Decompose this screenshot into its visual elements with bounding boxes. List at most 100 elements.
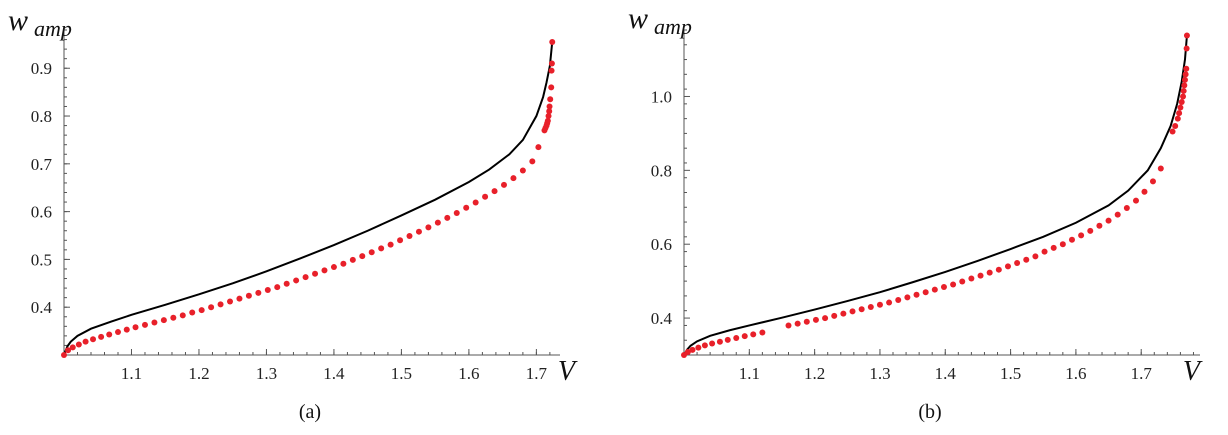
x-tick-label: 1.1	[121, 364, 142, 383]
data-point	[812, 316, 819, 323]
data-point	[368, 249, 375, 256]
data-point	[1023, 256, 1030, 263]
y-axis-label: w	[8, 4, 28, 37]
data-point	[741, 333, 748, 340]
data-point	[535, 144, 542, 151]
x-tick-label: 1.6	[1065, 364, 1086, 383]
data-point	[1096, 222, 1103, 229]
data-point	[75, 341, 82, 348]
data-point	[359, 253, 366, 260]
data-point	[548, 84, 555, 91]
data-point	[995, 266, 1002, 273]
data-point	[500, 181, 507, 188]
data-point	[69, 344, 76, 351]
data-point	[840, 310, 847, 317]
data-point	[415, 228, 422, 235]
data-point	[106, 331, 113, 338]
data-point	[716, 338, 723, 345]
data-point	[519, 167, 526, 174]
y-tick-label: 0.5	[31, 250, 52, 269]
data-point	[1182, 71, 1189, 78]
data-point	[302, 274, 309, 281]
x-axis-label: V	[558, 356, 578, 387]
data-point	[1105, 217, 1112, 224]
data-point	[931, 286, 938, 293]
data-point	[189, 309, 196, 316]
data-point	[340, 260, 347, 267]
data-point	[695, 344, 702, 351]
y-tick-label: 0.6	[31, 203, 52, 222]
data-point	[1068, 236, 1075, 243]
data-point	[141, 321, 148, 328]
y-tick-label: 0.9	[31, 59, 52, 78]
data-point	[1059, 241, 1066, 248]
data-point	[895, 296, 902, 303]
data-point	[977, 272, 984, 279]
data-point	[684, 349, 691, 356]
data-point	[482, 193, 489, 200]
data-point	[968, 275, 975, 282]
panel-label: (b)	[918, 401, 941, 423]
data-point	[1141, 188, 1148, 195]
data-point	[548, 67, 555, 74]
data-point	[1181, 82, 1188, 89]
data-point	[904, 294, 911, 301]
chart-panel-b: 1.1 1.2 1.3 1.4 1.5 1.6 1.7 0.4 0.6 0.8 1.0 Vw amp (b…	[628, 2, 1203, 423]
chart-panel-a: 1.1 1.2 1.3 1.4 1.5 1.6 1.7 0.4 0.5 0.6 0.7 0.8 0.9 V…	[8, 4, 578, 423]
data-point	[867, 303, 874, 310]
data-point	[160, 317, 167, 324]
data-point	[724, 336, 731, 343]
data-point	[82, 338, 89, 345]
data-point	[959, 278, 966, 285]
data-point	[1157, 165, 1164, 172]
data-point	[274, 284, 281, 291]
x-tick-label: 1.7	[1131, 364, 1153, 383]
x-tick-label: 1.5	[1000, 364, 1021, 383]
data-point	[913, 291, 920, 298]
data-point	[198, 307, 205, 314]
data-point	[750, 331, 757, 338]
data-point	[548, 60, 555, 67]
data-point	[208, 304, 215, 311]
data-point	[1169, 128, 1176, 135]
data-point	[1132, 197, 1139, 204]
data-point	[330, 264, 337, 271]
x-tick-label: 1.3	[256, 364, 277, 383]
data-point	[822, 315, 829, 322]
data-point	[794, 320, 801, 327]
data-point	[1180, 93, 1187, 100]
y-axis-label-subscript: amp	[654, 14, 692, 39]
data-point	[1087, 227, 1094, 234]
data-point	[950, 281, 957, 288]
data-point	[170, 314, 177, 321]
data-point	[61, 352, 67, 358]
data-point	[709, 340, 716, 347]
data-point	[227, 298, 234, 305]
data-point	[406, 232, 413, 239]
data-point	[546, 103, 553, 110]
y-axis-label: w	[628, 2, 648, 35]
data-point	[349, 256, 356, 263]
data-point	[1176, 110, 1183, 117]
data-point	[472, 199, 479, 206]
data-point	[1174, 115, 1181, 122]
data-point	[1180, 87, 1187, 94]
data-point	[986, 269, 993, 276]
data-point	[453, 210, 460, 217]
data-point	[529, 158, 536, 165]
data-point	[1050, 244, 1057, 251]
x-tick-label: 1.6	[458, 364, 479, 383]
y-tick-label: 0.4	[31, 298, 53, 317]
data-point	[876, 301, 883, 308]
x-tick-label: 1.1	[739, 364, 760, 383]
data-point	[1014, 260, 1021, 267]
data-point	[217, 301, 224, 308]
data-point	[90, 336, 97, 343]
y-tick-label: 0.8	[651, 161, 672, 180]
data-point	[434, 219, 441, 226]
data-point	[236, 295, 243, 302]
data-point	[1004, 263, 1011, 270]
data-point	[803, 318, 810, 325]
y-axis-label-subscript: amp	[34, 16, 72, 41]
